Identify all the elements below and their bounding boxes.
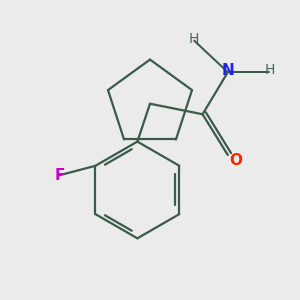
Text: H: H <box>189 32 200 46</box>
Text: N: N <box>221 63 234 78</box>
Text: O: O <box>230 153 243 168</box>
Text: H: H <box>265 63 275 77</box>
Text: F: F <box>54 168 65 183</box>
